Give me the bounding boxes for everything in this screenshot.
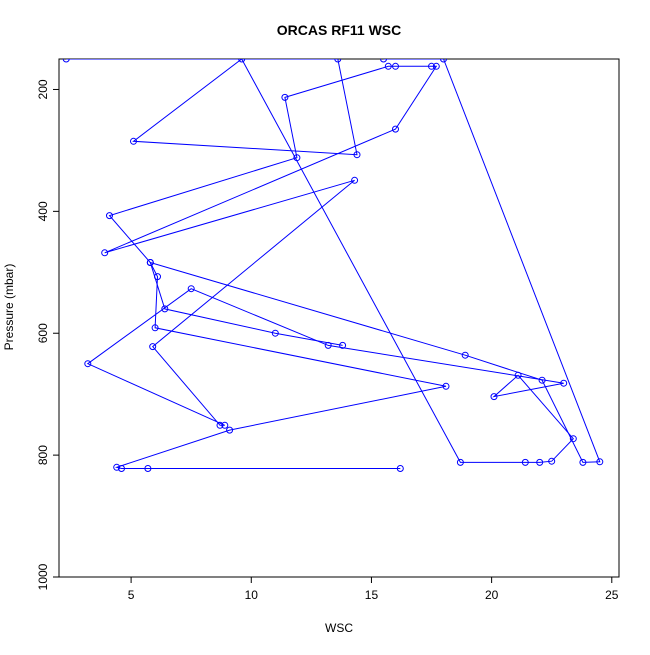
x-axis-ticks: 5 10 15 20 25: [128, 577, 619, 602]
plot-area: [62, 59, 604, 472]
data-point: [293, 154, 301, 162]
data-point: [149, 343, 157, 351]
data-point: [579, 458, 587, 466]
data-point: [353, 151, 361, 159]
data-point: [548, 457, 556, 465]
data-point: [144, 465, 152, 472]
chart-title: ORCAS RF11 WSC: [277, 22, 401, 38]
data-point: [271, 329, 279, 337]
data-point: [339, 341, 347, 349]
data-point: [334, 59, 342, 63]
y-tick-label: 800: [36, 445, 50, 465]
data-point: [536, 458, 544, 466]
x-tick-label: 20: [485, 588, 499, 602]
data-point: [101, 249, 109, 257]
data-point: [62, 59, 70, 63]
data-point: [490, 393, 498, 401]
data-point: [146, 259, 154, 266]
x-tick-label: 10: [245, 588, 259, 602]
y-tick-label: 600: [36, 323, 50, 343]
series-line-2: [149, 59, 601, 463]
x-tick-label: 15: [365, 588, 379, 602]
data-point: [281, 93, 289, 101]
data-point: [456, 458, 464, 466]
data-point: [560, 379, 568, 387]
data-point: [461, 351, 469, 359]
y-tick-label: 200: [36, 79, 50, 99]
data-point: [521, 458, 529, 466]
data-point: [428, 62, 435, 70]
data-point: [130, 137, 137, 145]
data-point: [187, 285, 195, 293]
data-point: [442, 382, 450, 390]
y-axis-ticks: 200 400 600 800 1000: [36, 79, 59, 590]
data-point: [380, 59, 387, 63]
data-point: [432, 62, 440, 70]
x-axis-label: WSC: [325, 621, 353, 635]
data-point: [392, 62, 399, 70]
data-point: [106, 212, 113, 220]
series-line-1: [66, 59, 574, 469]
data-point: [161, 305, 169, 313]
data-point: [84, 360, 92, 368]
data-point: [384, 62, 392, 70]
data-point: [238, 59, 246, 63]
data-point: [221, 421, 229, 429]
data-point: [392, 125, 399, 133]
data-point: [151, 324, 159, 332]
plot-frame: [58, 58, 620, 578]
data-point: [440, 59, 447, 63]
data-point: [216, 421, 224, 429]
data-point: [596, 458, 604, 466]
data-point: [118, 465, 125, 472]
y-tick-label: 400: [36, 201, 50, 221]
data-point: [396, 465, 404, 472]
y-tick-label: 1000: [36, 563, 50, 590]
x-tick-label: 25: [605, 588, 619, 602]
x-tick-label: 5: [128, 588, 135, 602]
data-point: [226, 426, 234, 434]
y-axis-label: Pressure (mbar): [2, 264, 16, 351]
data-point: [351, 176, 359, 184]
data-point: [569, 435, 577, 443]
data-point: [538, 376, 546, 384]
data-point: [113, 463, 121, 471]
